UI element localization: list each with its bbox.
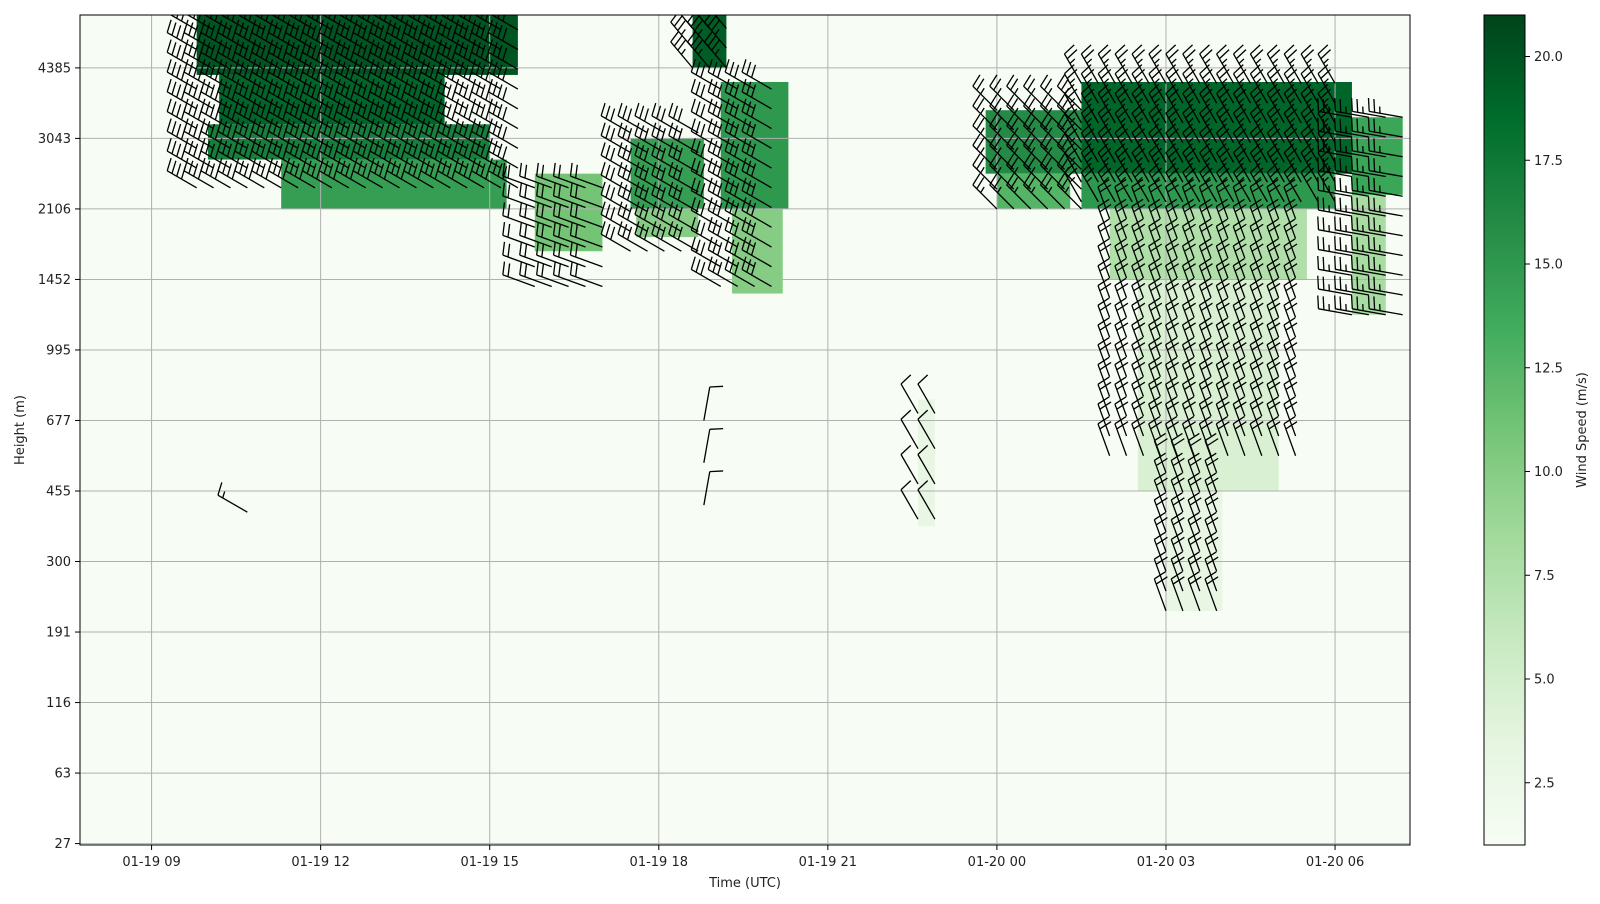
y-tick-label: 455 <box>46 484 71 499</box>
colorbar-ticks: 2.5 5.0 7.5 10.0 12.5 15.0 17.5 20.0 <box>1525 50 1563 791</box>
y-tick-label: 1452 <box>38 273 71 288</box>
x-tick-label: 01-19 21 <box>799 855 857 870</box>
colorbar-tick-label: 15.0 <box>1534 258 1563 273</box>
y-tick-label: 300 <box>46 555 71 570</box>
colorbar-tick-label: 20.0 <box>1534 50 1563 65</box>
speed-region <box>732 209 783 294</box>
x-axis-label: Time (UTC) <box>708 876 781 891</box>
x-tick-label: 01-19 18 <box>630 855 688 870</box>
colorbar-tick-label: 7.5 <box>1534 569 1555 584</box>
x-tick-label: 01-20 06 <box>1306 855 1364 870</box>
y-tick-label: 4385 <box>38 61 71 76</box>
y-axis-label: Height (m) <box>13 395 28 465</box>
x-tick-label: 01-19 12 <box>291 855 349 870</box>
x-tick-label: 01-20 03 <box>1137 855 1195 870</box>
x-axis-ticks: 01-19 09 01-19 12 01-19 15 01-19 18 01-19 21… <box>122 845 1364 870</box>
colorbar-tick-label: 12.5 <box>1534 361 1563 376</box>
speed-region <box>1081 82 1352 174</box>
x-tick-label: 01-20 00 <box>968 855 1026 870</box>
y-tick-label: 27 <box>54 837 71 852</box>
y-tick-label: 116 <box>46 696 71 711</box>
y-tick-label: 191 <box>46 626 71 641</box>
y-tick-label: 677 <box>46 414 71 429</box>
y-tick-label: 3043 <box>38 132 71 147</box>
colorbar <box>1484 15 1525 845</box>
x-tick-label: 01-19 09 <box>122 855 180 870</box>
colorbar-tick-label: 17.5 <box>1534 154 1563 169</box>
x-tick-label: 01-19 15 <box>460 855 518 870</box>
y-axis-ticks: 27 63 116 191 300 455 677 995 1452 2106 3043 4385 <box>38 61 80 852</box>
colorbar-tick-label: 10.0 <box>1534 465 1563 480</box>
colorbar-label: Wind Speed (m/s) <box>1575 372 1590 488</box>
speed-region <box>918 399 935 526</box>
colorbar-tick-label: 2.5 <box>1534 776 1555 791</box>
colorbar-tick-label: 5.0 <box>1534 673 1555 688</box>
y-tick-label: 63 <box>54 767 71 782</box>
y-tick-label: 995 <box>46 343 71 358</box>
y-tick-label: 2106 <box>38 202 71 217</box>
